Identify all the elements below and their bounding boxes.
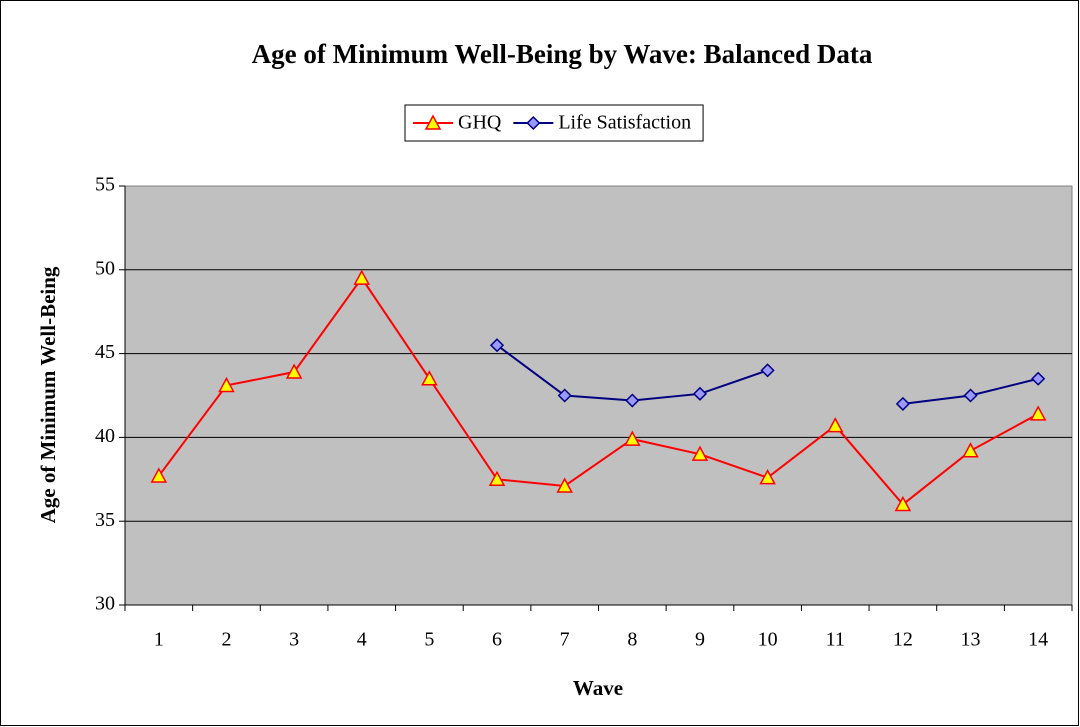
data-point <box>692 386 708 401</box>
y-axis-label: Age of Minimum Well-Being <box>36 266 60 523</box>
data-point <box>963 388 978 403</box>
x-tick-label: 7 <box>560 629 570 651</box>
x-tick-label: 11 <box>826 629 845 651</box>
data-point <box>759 469 776 485</box>
data-point <box>353 269 371 285</box>
x-tick-label: 14 <box>1028 629 1048 651</box>
x-tick-label: 13 <box>961 629 981 651</box>
data-point <box>150 467 168 483</box>
data-point <box>1031 371 1046 386</box>
data-point <box>691 445 709 461</box>
data-point <box>489 338 505 353</box>
data-point <box>285 363 303 379</box>
x-tick-label: 5 <box>424 629 434 651</box>
x-tick-label: 8 <box>627 629 637 651</box>
x-tick-label: 2 <box>221 629 231 651</box>
legend-label: GHQ <box>458 112 502 134</box>
x-axis-label: Wave <box>573 676 623 700</box>
data-point <box>624 430 641 446</box>
data-point <box>557 388 572 403</box>
plot-area <box>124 185 1073 606</box>
x-tick-label: 1 <box>154 629 164 651</box>
y-tick-label: 40 <box>95 425 115 447</box>
y-tick-label: 35 <box>95 509 115 531</box>
y-tick-label: 55 <box>95 174 115 196</box>
legend-marker <box>526 115 541 131</box>
data-point <box>895 396 910 411</box>
data-point <box>894 495 912 512</box>
x-tick-label: 4 <box>357 629 367 651</box>
x-tick-label: 6 <box>492 629 502 651</box>
series-line <box>158 276 1039 506</box>
data-point <box>625 393 640 408</box>
legend-marker <box>424 114 442 130</box>
legend-box <box>404 104 704 142</box>
data-point <box>556 477 573 493</box>
data-point <box>488 470 506 487</box>
data-point <box>962 442 979 458</box>
legend: GHQ Life Satisfaction <box>404 104 704 142</box>
data-point <box>760 363 775 378</box>
data-point <box>218 376 235 393</box>
y-tick-label: 45 <box>95 341 115 363</box>
data-point <box>1029 405 1047 421</box>
y-tick-label: 50 <box>95 257 115 279</box>
x-tick-label: 12 <box>893 629 913 651</box>
chart-title: Age of Minimum Well-Being by Wave: Balan… <box>252 39 873 69</box>
x-tick-label: 9 <box>695 629 705 651</box>
data-point <box>826 417 844 433</box>
y-tick-label: 30 <box>95 593 115 615</box>
data-point <box>421 370 438 386</box>
x-tick-label: 10 <box>758 629 778 651</box>
x-tick-label: 3 <box>289 629 299 651</box>
legend-label: Life Satisfaction <box>558 112 691 134</box>
